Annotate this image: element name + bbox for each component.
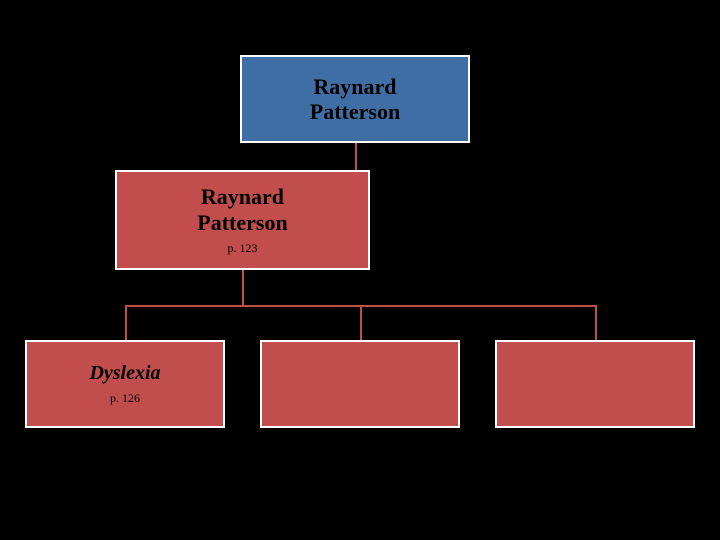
node-child1-title: Raynard Patterson xyxy=(197,184,287,235)
node-child1-sub: p. 123 xyxy=(228,241,258,256)
connector-child1-down xyxy=(242,270,244,305)
connector-to-leaf2 xyxy=(360,305,362,340)
node-leaf1-sub: p. 126 xyxy=(110,391,140,406)
node-leaf1: Dyslexia p. 126 xyxy=(25,340,225,428)
node-root-title: Raynard Patterson xyxy=(310,74,400,125)
node-leaf3 xyxy=(495,340,695,428)
node-leaf1-title: Dyslexia xyxy=(89,362,160,385)
node-child1: Raynard Patterson p. 123 xyxy=(115,170,370,270)
node-leaf2 xyxy=(260,340,460,428)
connector-to-leaf1 xyxy=(125,305,127,340)
node-root: Raynard Patterson xyxy=(240,55,470,143)
connector-to-leaf3 xyxy=(595,305,597,340)
